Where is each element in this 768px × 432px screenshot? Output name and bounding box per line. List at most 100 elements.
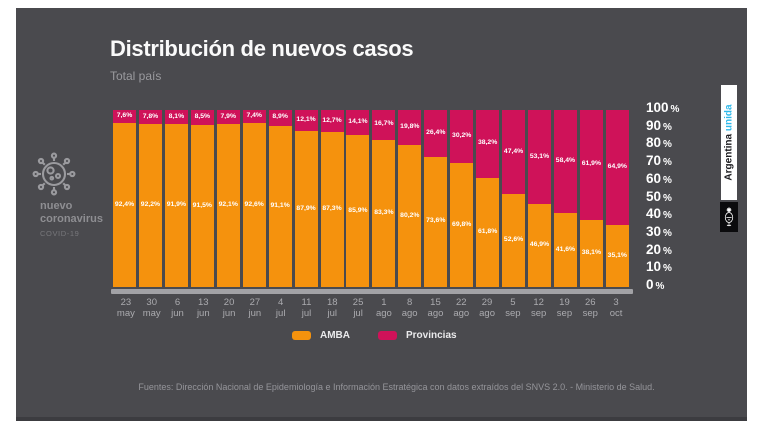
segment-amba: 91,1% xyxy=(268,125,292,287)
value-label-provincias: 8,9% xyxy=(272,113,288,121)
value-label-provincias: 8,5% xyxy=(194,113,211,121)
value-label-amba: 92,2% xyxy=(140,200,161,208)
bar-26-sep: 61,9% 38,1% xyxy=(579,110,603,287)
segment-provincias: 47,4% xyxy=(502,110,526,194)
x-tick-26-sep: 26 sep xyxy=(582,297,598,319)
segment-amba: 38,1% xyxy=(579,219,603,287)
x-axis: 23 may 30 may 6 jun 13 jun 20 jun 27 jun 4 jul 11 jul 18… xyxy=(113,297,629,319)
legend-swatch-amba xyxy=(292,331,311,340)
x-tick-23-may: 23 may xyxy=(116,297,135,319)
y-tick-60: 60% xyxy=(646,170,672,186)
bar-20-jun: 7,9% 92,1% xyxy=(216,110,240,287)
chart-legend: AMBA Provincias xyxy=(292,330,485,341)
segment-provincias: 8,5% xyxy=(190,110,214,126)
value-label-provincias: 19,8% xyxy=(400,123,420,131)
bar-1-ago: 16,7% 83,3% xyxy=(372,110,396,287)
segment-amba: 83,3% xyxy=(372,139,396,287)
value-label-amba: 61,8% xyxy=(477,227,498,235)
y-axis: 100% 90% 80% 70% 60% 50% 40% 30% 20% 10% 0% xyxy=(646,100,716,300)
badge-title: nuevo coronavirus xyxy=(40,200,103,226)
value-label-amba: 87,3% xyxy=(322,205,342,213)
segment-amba: 92,1% xyxy=(216,123,240,287)
brand-wordmark: Argentina unida xyxy=(724,104,735,180)
bar-19-sep: 58,4% 41,6% xyxy=(553,110,577,287)
segment-amba: 46,9% xyxy=(528,203,551,287)
segment-amba: 91,9% xyxy=(164,124,188,287)
bar-27-jun: 7,4% 92,6% xyxy=(242,110,266,287)
value-label-provincias: 16,7% xyxy=(374,120,394,128)
value-label-provincias: 12,1% xyxy=(296,116,316,124)
segment-provincias: 19,8% xyxy=(398,110,422,146)
segment-provincias: 12,7% xyxy=(320,110,344,133)
segment-amba: 35,1% xyxy=(605,224,629,287)
bar-12-sep: 53,1% 46,9% xyxy=(528,110,551,287)
value-label-amba: 87,9% xyxy=(296,204,316,212)
x-tick-20-jun: 20 jun xyxy=(222,297,236,319)
segment-amba: 41,6% xyxy=(553,213,577,287)
bar-11-jul: 12,1% 87,9% xyxy=(294,110,318,287)
value-label-amba: 91,1% xyxy=(270,201,290,209)
badge-subtitle: COVID-19 xyxy=(40,229,80,238)
value-label-amba: 35,1% xyxy=(607,251,627,259)
value-label-provincias: 8,1% xyxy=(168,112,185,120)
x-tick-25-jul: 25 jul xyxy=(352,297,364,319)
value-label-provincias: 7,4% xyxy=(246,112,262,120)
bar-23-may: 7,6% 92,4% xyxy=(113,110,136,287)
x-tick-12-sep: 12 sep xyxy=(530,297,547,319)
x-tick-3-oct: 3 oct xyxy=(609,297,623,319)
value-label-amba: 80,2% xyxy=(400,211,420,219)
y-tick-10: 10% xyxy=(646,259,672,275)
segment-amba: 52,6% xyxy=(502,193,526,287)
segment-provincias: 58,4% xyxy=(553,110,577,214)
segment-amba: 85,9% xyxy=(346,134,370,287)
x-tick-1-ago: 1 ago xyxy=(375,297,392,319)
value-label-provincias: 38,2% xyxy=(477,139,498,147)
stacked-bar-chart: 7,6% 92,4% 7,8% 92,2% 8,1% 91,9% 8,5% 91,5% 7,9%… xyxy=(113,110,629,287)
segment-provincias: 7,8% xyxy=(138,110,162,124)
x-tick-29-ago: 29 ago xyxy=(479,297,495,319)
value-label-amba: 92,1% xyxy=(218,201,238,209)
segment-amba: 73,6% xyxy=(424,156,448,287)
bar-5-sep: 47,4% 52,6% xyxy=(502,110,526,287)
bar-8-ago: 19,8% 80,2% xyxy=(398,110,422,287)
segment-provincias: 14,1% xyxy=(346,110,370,135)
value-label-provincias: 7,8% xyxy=(142,112,159,120)
badge-title-line1: nuevo xyxy=(40,200,73,212)
segment-amba: 92,6% xyxy=(242,123,266,287)
segment-amba: 69,8% xyxy=(450,163,474,287)
segment-amba: 87,9% xyxy=(294,131,318,287)
x-tick-18-jul: 18 jul xyxy=(326,297,338,319)
value-label-amba: 46,9% xyxy=(529,241,550,249)
value-label-amba: 91,9% xyxy=(166,201,187,209)
value-label-provincias: 47,4% xyxy=(503,147,524,155)
page-subtitle: Total país xyxy=(110,69,162,83)
y-tick-50: 50% xyxy=(646,188,672,204)
x-tick-6-jun: 6 jun xyxy=(171,297,184,319)
y-tick-80: 80% xyxy=(646,135,672,151)
bar-30-may: 7,8% 92,2% xyxy=(138,110,162,287)
x-tick-22-ago: 22 ago xyxy=(453,297,470,319)
segment-provincias: 8,9% xyxy=(268,110,292,126)
bar-25-jul: 14,1% 85,9% xyxy=(346,110,370,287)
legend-label-provincias: Provincias xyxy=(406,330,457,341)
segment-provincias: 30,2% xyxy=(450,110,474,164)
bar-15-ago: 26,4% 73,6% xyxy=(424,110,448,287)
bar-4-jul: 8,9% 91,1% xyxy=(268,110,292,287)
value-label-provincias: 53,1% xyxy=(529,152,550,160)
value-label-amba: 52,6% xyxy=(503,236,524,244)
x-tick-11-jul: 11 jul xyxy=(301,297,312,319)
segment-provincias: 26,4% xyxy=(424,110,448,157)
value-label-amba: 69,8% xyxy=(452,220,472,228)
legend-swatch-provincias xyxy=(378,331,397,340)
y-tick-70: 70% xyxy=(646,153,672,169)
coat-of-arms-icon xyxy=(724,207,734,227)
segment-provincias: 61,9% xyxy=(579,110,603,220)
value-label-provincias: 7,9% xyxy=(220,112,237,120)
value-label-amba: 92,4% xyxy=(114,200,135,208)
value-label-provincias: 14,1% xyxy=(348,118,368,126)
segment-provincias: 7,6% xyxy=(113,110,136,124)
y-tick-100: 100% xyxy=(646,100,680,115)
x-tick-4-jul: 4 jul xyxy=(275,297,286,319)
value-label-provincias: 61,9% xyxy=(581,160,602,168)
y-tick-20: 20% xyxy=(646,241,672,257)
